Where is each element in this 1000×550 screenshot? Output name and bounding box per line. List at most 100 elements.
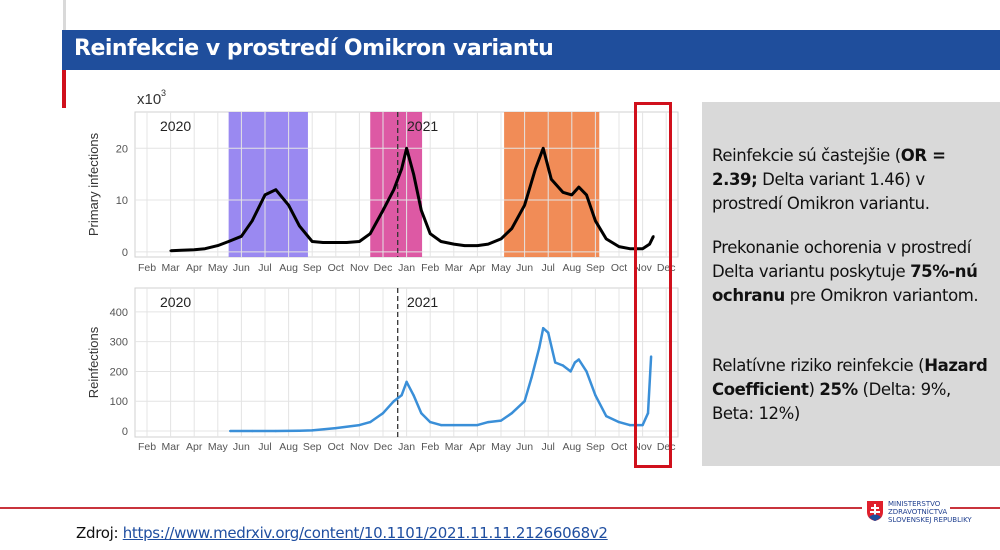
x-tick-label: Sep — [586, 262, 605, 274]
data-point — [358, 423, 361, 427]
data-point — [538, 346, 541, 349]
data-point — [585, 193, 588, 197]
data-point — [392, 400, 396, 403]
data-point — [216, 244, 219, 247]
data-point — [452, 242, 455, 246]
top-divider — [63, 0, 66, 30]
data-point — [439, 423, 443, 427]
bottom-divider — [0, 507, 862, 509]
chart-2: Feb Mar Apr May Jun Jul Aug Sep Oct Nov Dec Jan Feb M… — [86, 287, 679, 453]
year-label-2020: 2020 — [160, 294, 191, 310]
ministry-logo: MINISTERSTVO ZDRAVOTNÍCTVA SLOVENSKEJ REPU… — [866, 498, 996, 534]
data-point — [420, 411, 423, 415]
x-tick-label: Dec — [374, 441, 393, 453]
x-tick-label: Aug — [562, 262, 581, 274]
y-tick-label: 20 — [116, 143, 128, 155]
data-point — [523, 204, 526, 207]
x-tick-label: Sep — [303, 262, 322, 274]
data-point — [169, 249, 172, 252]
variant-band-3 — [504, 112, 600, 257]
data-point — [334, 241, 337, 244]
source-link[interactable]: https://www.medrxiv.org/content/10.1101/… — [122, 524, 608, 542]
x-tick-label: Jul — [258, 441, 271, 453]
charts-area: Feb Mar Apr May Jun Jul Aug Sep Oct Nov Dec Jan Feb M… — [86, 88, 679, 453]
x-tick-label: Jun — [233, 262, 250, 274]
x-tick-label: Oct — [328, 441, 344, 453]
data-point — [400, 394, 403, 397]
data-point — [228, 429, 232, 433]
data-point — [311, 240, 314, 243]
x-tick-label: Feb — [138, 262, 156, 274]
x-tick-label: Jul — [541, 262, 554, 274]
x-tick-label: Apr — [186, 262, 203, 274]
x-tick-label: Jun — [233, 441, 250, 453]
x-tick-label: Apr — [186, 441, 203, 453]
y-tick-label: 300 — [110, 337, 128, 349]
data-point — [605, 414, 608, 418]
data-point — [594, 394, 597, 397]
data-point — [400, 167, 403, 171]
data-point — [573, 361, 577, 364]
data-point — [510, 411, 514, 415]
data-point — [617, 245, 621, 248]
x-tick-label: Sep — [586, 441, 605, 453]
x-tick-label: Nov — [633, 262, 652, 274]
data-point — [541, 147, 545, 150]
x-tick-label: Apr — [469, 262, 486, 274]
data-point — [523, 400, 526, 403]
x-tick-label: Nov — [633, 441, 652, 453]
x-tick-label: Jul — [258, 262, 271, 274]
logo-line-1: MINISTERSTVO — [888, 500, 941, 508]
x-tick-label: Aug — [279, 441, 298, 453]
year-label-2020: 2020 — [160, 118, 191, 134]
data-point — [499, 237, 503, 241]
data-point — [274, 429, 278, 433]
data-point — [311, 429, 314, 432]
source-label: Zdroj: — [76, 524, 119, 542]
y-tick-label: 200 — [110, 366, 128, 378]
x-tick-label: Aug — [562, 441, 581, 453]
year-label-2021: 2021 — [407, 294, 438, 310]
data-point — [569, 370, 572, 373]
highlight-box — [634, 102, 672, 468]
data-point — [649, 355, 653, 358]
data-point — [570, 193, 573, 197]
source-footer: Zdroj: https://www.medrxiv.org/content/1… — [76, 524, 608, 542]
data-point — [646, 411, 650, 415]
accent-line — [62, 70, 66, 108]
x-tick-label: Feb — [138, 441, 156, 453]
data-point — [617, 420, 621, 424]
data-point — [227, 240, 230, 243]
summary-panel: Reinfekcie sú častejšie (OR = 2.39; Delt… — [702, 102, 1000, 466]
x-tick-label: Nov — [350, 441, 369, 453]
data-point — [405, 147, 408, 150]
x-tick-label: Jan — [398, 262, 415, 274]
data-point — [263, 193, 267, 197]
x-tick-label: Feb — [421, 262, 439, 274]
data-point — [534, 167, 537, 171]
x-tick-label: May — [208, 262, 229, 274]
data-point — [405, 380, 408, 384]
chart-1: Feb Mar Apr May Jun Jul Aug Sep Oct Nov Dec Jan Feb M… — [86, 88, 679, 274]
x-tick-label: Oct — [328, 262, 344, 274]
data-point — [547, 331, 550, 334]
summary-paragraph-2: Prekonanie ochorenia v prostredí Delta v… — [712, 238, 979, 305]
data-point — [412, 394, 415, 397]
year-label-2021: 2021 — [407, 118, 438, 134]
y-tick-label: 0 — [122, 247, 128, 259]
data-point — [641, 247, 644, 250]
data-point — [499, 419, 503, 422]
y-tick-label: 10 — [116, 195, 128, 207]
data-point — [628, 423, 632, 427]
y-tick-label: 0 — [122, 426, 128, 438]
data-point — [476, 423, 479, 427]
logo-line-2: ZDRAVOTNÍCTVA — [888, 508, 948, 516]
x-tick-label: Jun — [516, 262, 533, 274]
data-point — [652, 235, 655, 238]
data-point — [541, 327, 545, 330]
data-point — [420, 209, 423, 212]
data-point — [577, 358, 580, 361]
data-point — [412, 172, 415, 176]
data-point — [180, 249, 183, 252]
x-tick-label: Apr — [469, 441, 486, 453]
